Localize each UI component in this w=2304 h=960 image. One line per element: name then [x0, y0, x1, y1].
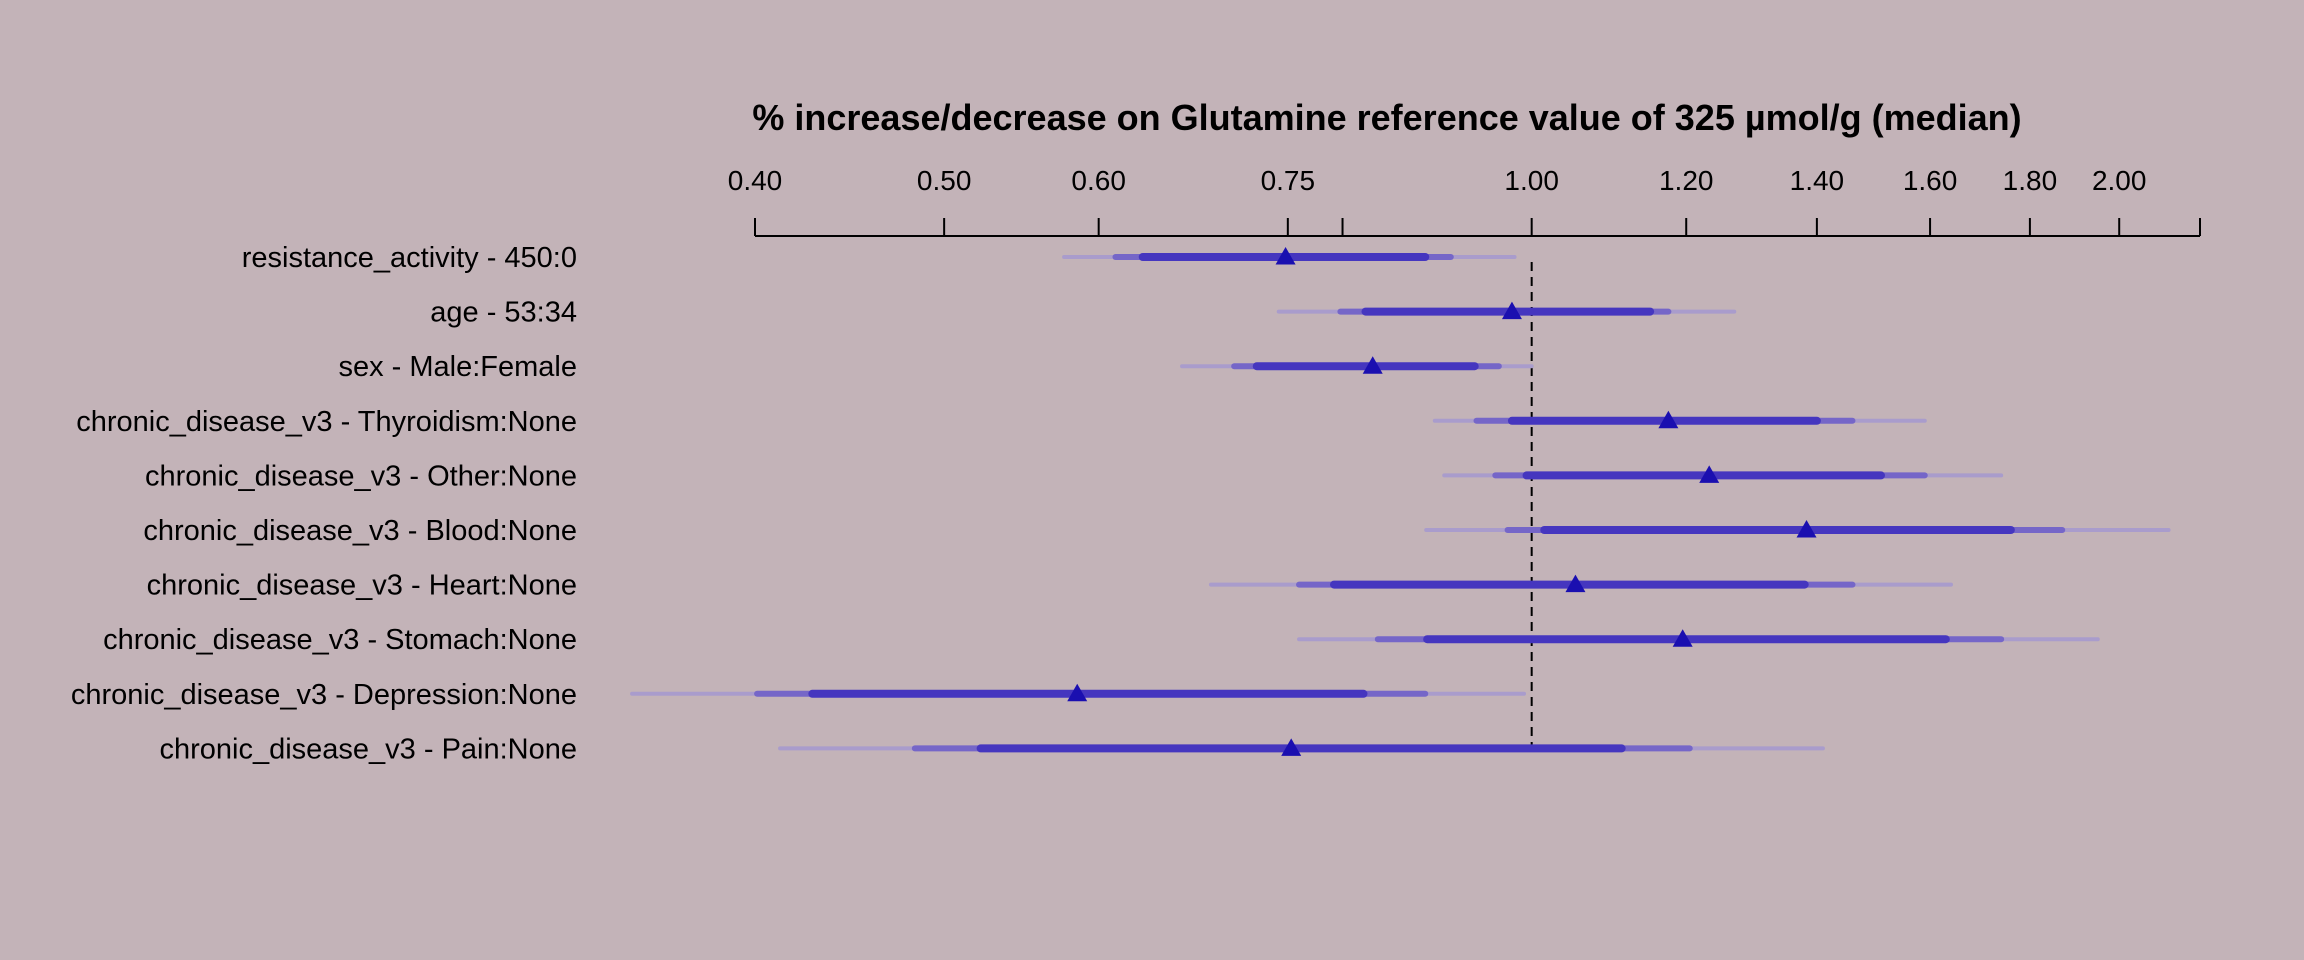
x-tick-label-7: 1.40 — [1790, 165, 1845, 196]
forest-row-1: age - 53:34 — [430, 297, 1737, 329]
x-tick-label-9: 1.80 — [2003, 165, 2058, 196]
forest-row-8: chronic_disease_v3 - Depression:None — [71, 679, 1527, 711]
row-label-9: chronic_disease_v3 - Pain:None — [159, 733, 577, 765]
row-label-7: chronic_disease_v3 - Stomach:None — [103, 624, 577, 656]
estimate-marker-0 — [1275, 247, 1296, 265]
forest-row-6: chronic_disease_v3 - Heart:None — [147, 570, 1953, 602]
row-label-0: resistance_activity - 450:0 — [242, 242, 577, 274]
forest-row-3: chronic_disease_v3 - Thyroidism:None — [76, 406, 1927, 438]
forest-row-9: chronic_disease_v3 - Pain:None — [159, 733, 1825, 765]
x-axis: 0.40 0.50 0.60 0.75 1.00 1.20 1.40 1.60 1.80 2.00 — [728, 165, 2201, 237]
row-label-2: sex - Male:Female — [338, 351, 577, 383]
row-label-8: chronic_disease_v3 - Depression:None — [71, 679, 577, 711]
estimate-marker-9 — [1281, 738, 1302, 756]
estimate-marker-8 — [1067, 683, 1088, 702]
row-label-4: chronic_disease_v3 - Other:None — [145, 460, 577, 492]
forest-row-5: chronic_disease_v3 - Blood:None — [143, 515, 2171, 547]
estimate-marker-1 — [1501, 301, 1522, 320]
row-label-3: chronic_disease_v3 - Thyroidism:None — [76, 406, 577, 438]
forest-row-4: chronic_disease_v3 - Other:None — [145, 460, 2004, 492]
forest-row-2: sex - Male:Female — [338, 351, 1534, 383]
x-tick-label-2: 0.60 — [1071, 165, 1126, 196]
row-label-5: chronic_disease_v3 - Blood:None — [143, 515, 577, 547]
forest-rows: resistance_activity - 450:0 age - 53:34 se… — [71, 242, 2171, 765]
row-label-6: chronic_disease_v3 - Heart:None — [147, 570, 577, 602]
chart-title: % increase/decrease on Glutamine referen… — [752, 97, 2021, 138]
estimate-marker-4 — [1699, 465, 1720, 483]
x-tick-label-8: 1.60 — [1903, 165, 1958, 196]
forest-row-7: chronic_disease_v3 - Stomach:None — [103, 624, 2100, 656]
row-label-1: age - 53:34 — [430, 297, 577, 329]
x-tick-label-6: 1.20 — [1659, 165, 1714, 196]
x-tick-label-3: 0.75 — [1261, 165, 1316, 196]
estimate-marker-7 — [1672, 629, 1693, 647]
x-tick-label-10: 2.00 — [2092, 165, 2147, 196]
forest-row-0: resistance_activity - 450:0 — [242, 242, 1517, 274]
estimate-marker-5 — [1796, 520, 1817, 538]
estimate-marker-6 — [1565, 574, 1586, 593]
estimate-marker-2 — [1362, 356, 1383, 374]
x-tick-label-5: 1.00 — [1504, 165, 1559, 196]
estimate-marker-3 — [1658, 410, 1679, 429]
x-tick-label-1: 0.50 — [917, 165, 972, 196]
x-tick-label-0: 0.40 — [728, 165, 783, 196]
